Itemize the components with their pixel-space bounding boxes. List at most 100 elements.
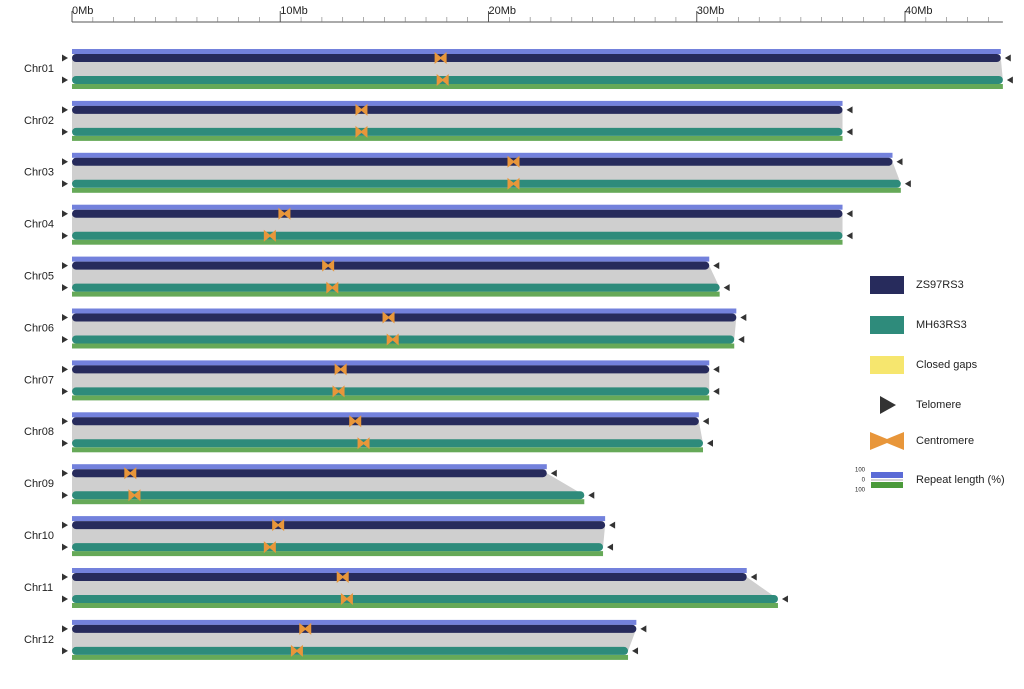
repeat-top <box>72 204 843 210</box>
legend-centromere <box>870 432 904 450</box>
telomere <box>62 284 68 292</box>
synteny <box>72 525 606 548</box>
telomere <box>62 573 68 581</box>
chromosome-bar <box>72 231 843 240</box>
repeat-bottom <box>72 551 604 557</box>
chromosome-label: Chr04 <box>24 219 54 231</box>
repeat-top <box>72 516 606 522</box>
repeat-bottom <box>72 187 901 193</box>
telomere <box>62 543 68 551</box>
centromere <box>128 489 141 502</box>
telomere <box>62 54 68 62</box>
repeat-bottom <box>72 654 629 660</box>
x-tick-label: 0Mb <box>72 5 93 17</box>
legend-repeat-top <box>871 472 903 478</box>
telomere <box>62 106 68 114</box>
telomere <box>1006 76 1013 84</box>
telomere <box>609 521 616 529</box>
centromere <box>340 593 353 605</box>
centromere <box>299 622 312 635</box>
legend-swatch <box>870 356 904 374</box>
centromere <box>334 363 347 376</box>
telomere <box>640 625 647 633</box>
telomere <box>62 210 68 218</box>
chromosome-bar <box>72 157 893 166</box>
repeat-bottom <box>72 135 843 141</box>
centromere <box>332 385 345 398</box>
chromosome-bar <box>72 491 585 500</box>
telomere <box>713 387 720 395</box>
repeat-top <box>72 256 710 262</box>
chromosome-bar <box>72 387 710 396</box>
legend-repeat-bottom <box>871 482 903 488</box>
telomere <box>62 417 68 425</box>
synteny <box>72 161 901 184</box>
repeat-top <box>72 568 747 573</box>
telomere <box>62 595 68 603</box>
telomere <box>702 417 709 425</box>
telomere <box>713 262 720 270</box>
legend-swatch <box>870 316 904 334</box>
telomere <box>846 128 853 136</box>
synteny <box>72 58 1003 80</box>
legend-swatch <box>870 276 904 294</box>
synteny <box>72 473 585 496</box>
telomere <box>62 365 68 373</box>
telomere <box>62 262 68 270</box>
centromere <box>290 644 303 657</box>
chromosome-bar <box>72 76 1003 84</box>
chromosome-bar <box>72 179 901 188</box>
repeat-bottom <box>72 84 1003 89</box>
centromere <box>124 467 137 480</box>
legend-label: MH63RS3 <box>916 319 967 331</box>
telomere <box>750 573 757 581</box>
centromere <box>386 333 399 346</box>
chromosome-bar <box>72 573 747 581</box>
chromosome-label: Chr10 <box>24 530 54 542</box>
telomere <box>62 439 68 447</box>
chromosome-bar <box>72 335 735 344</box>
chromosome-label: Chr06 <box>24 322 54 334</box>
repeat-top <box>72 100 843 106</box>
legend-repeat-tick: 100 <box>855 488 866 494</box>
centromere <box>507 177 520 190</box>
telomere <box>846 232 853 240</box>
chromosome-bar <box>72 209 843 218</box>
centromere <box>349 415 362 428</box>
telomere <box>904 180 911 188</box>
repeat-bottom <box>72 447 703 453</box>
legend-repeat-tick: 100 <box>855 468 866 474</box>
telomere <box>62 76 68 84</box>
chromosome-bar <box>72 54 1001 62</box>
legend-label: Repeat length (%) <box>916 474 1005 486</box>
centromere <box>434 52 447 64</box>
synteny <box>72 421 703 444</box>
centromere <box>436 74 449 86</box>
chromosome-label: Chr11 <box>24 582 53 594</box>
synteny <box>72 369 710 392</box>
telomere <box>62 314 68 321</box>
synteny <box>72 109 843 132</box>
centromere <box>278 207 291 220</box>
telomere <box>550 469 557 477</box>
chromosome-bar <box>72 469 547 478</box>
repeat-bottom <box>72 395 710 401</box>
chromosome-label: Chr09 <box>24 478 54 490</box>
telomere <box>62 625 68 633</box>
repeat-top <box>72 412 699 418</box>
telomere <box>62 647 68 655</box>
x-tick-label: 30Mb <box>697 5 725 17</box>
chromosome-bar <box>72 521 606 530</box>
chromosome-label: Chr03 <box>24 167 54 179</box>
telomere <box>846 106 853 114</box>
centromere <box>322 259 335 272</box>
synteny <box>72 577 778 599</box>
repeat-top <box>72 308 737 314</box>
chromosome-bar <box>72 646 629 655</box>
chromosome-bar <box>72 417 699 426</box>
legend-repeat-tick: 0 <box>862 478 866 484</box>
telomere <box>62 336 68 343</box>
synteny <box>72 317 737 340</box>
telomere <box>62 491 68 499</box>
repeat-bottom <box>72 499 585 505</box>
